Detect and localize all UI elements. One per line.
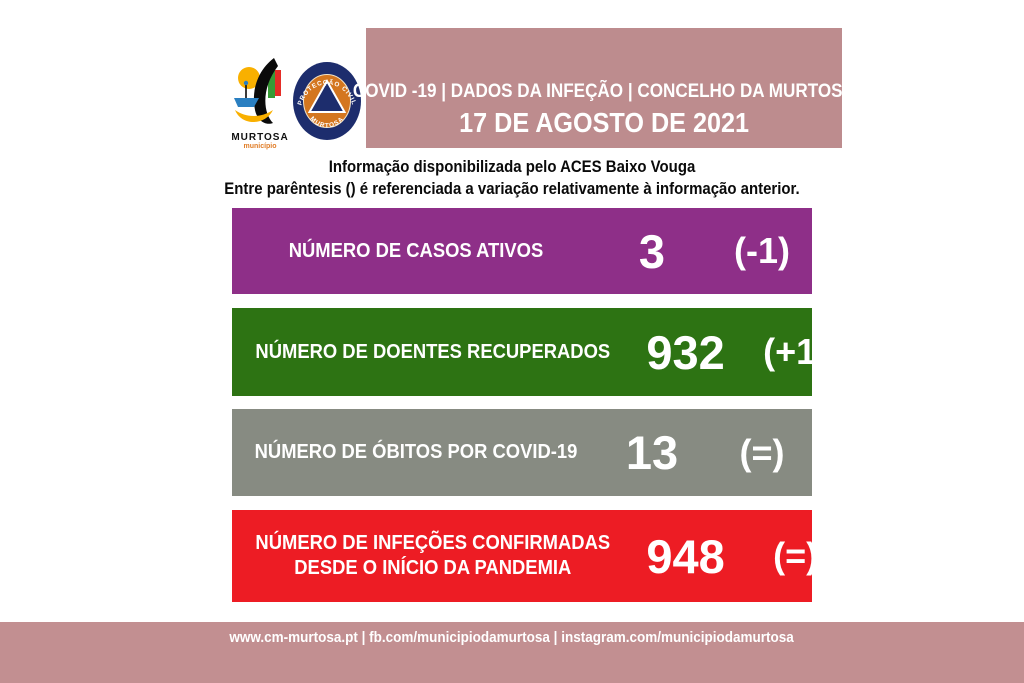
stat-label: NÚMERO DE ÓBITOS POR COVID-19 (254, 441, 578, 463)
stat-bar-total-confirmed: NÚMERO DE INFEÇÕES CONFIRMADAS DESDE O I… (232, 510, 818, 602)
stat-value: 3 (638, 224, 666, 278)
stat-delta: (=) (773, 535, 819, 576)
stat-value: 948 (646, 529, 725, 583)
stat-delta: (-1) (734, 230, 790, 271)
stat-value: 932 (646, 325, 725, 379)
intro-line-note: Entre parêntesis () é referenciada a var… (224, 179, 800, 199)
murtosa-municipality-logo: MURTOSA município (228, 56, 292, 150)
murtosa-logo-subtitle: município (243, 143, 277, 150)
stat-delta: (+1) (763, 331, 829, 372)
proteccao-civil-logo: PROTECÇÃO CIVIL MURTOSA (292, 60, 362, 147)
murtosa-logo-wordmark: MURTOSA (231, 132, 289, 143)
murtosa-logo-icon (234, 58, 281, 124)
stats-list: NÚMERO DE CASOS ATIVOS 3 (-1) NÚMERO DE … (232, 208, 828, 602)
logo-group: MURTOSA município PROTECÇÃO CIVIL MURTOS… (228, 56, 362, 150)
intro-line-source: Informação disponibilizada pelo ACES Bai… (328, 157, 696, 176)
stat-label: NÚMERO DE CASOS ATIVOS (288, 239, 544, 262)
stat-label: NÚMERO DE DOENTES RECUPERADOS (255, 340, 611, 363)
stat-delta: (=) (739, 431, 785, 473)
proteccao-civil-logo-icon: PROTECÇÃO CIVIL MURTOSA (293, 62, 361, 140)
footer-links-text: www.cm-murtosa.pt | fb.com/municipiodamu… (229, 629, 795, 646)
footer-band: www.cm-murtosa.pt | fb.com/municipiodamu… (0, 622, 1024, 683)
header-date: 17 DE AGOSTO DE 2021 (459, 107, 749, 138)
stat-label: NÚMERO DE INFEÇÕES CONFIRMADAS DESDE O I… (255, 532, 611, 579)
stat-bar-deaths: NÚMERO DE ÓBITOS POR COVID-19 13 (=) (232, 409, 812, 496)
header-band: COVID -19 | DADOS DA INFEÇÃO | CONCELHO … (353, 28, 855, 148)
header-title: COVID -19 | DADOS DA INFEÇÃO | CONCELHO … (352, 81, 856, 102)
intro-text: Informação disponibilizada pelo ACES Bai… (0, 156, 1024, 201)
stat-bar-active-cases: NÚMERO DE CASOS ATIVOS 3 (-1) (232, 208, 812, 294)
stat-value: 13 (625, 426, 679, 479)
stat-bar-recovered: NÚMERO DE DOENTES RECUPERADOS 932 (+1) (232, 308, 828, 396)
